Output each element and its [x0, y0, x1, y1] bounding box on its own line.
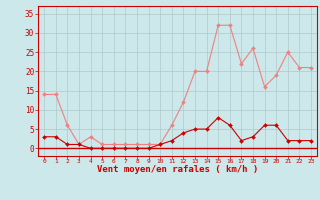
X-axis label: Vent moyen/en rafales ( km/h ): Vent moyen/en rafales ( km/h ) — [97, 165, 258, 174]
